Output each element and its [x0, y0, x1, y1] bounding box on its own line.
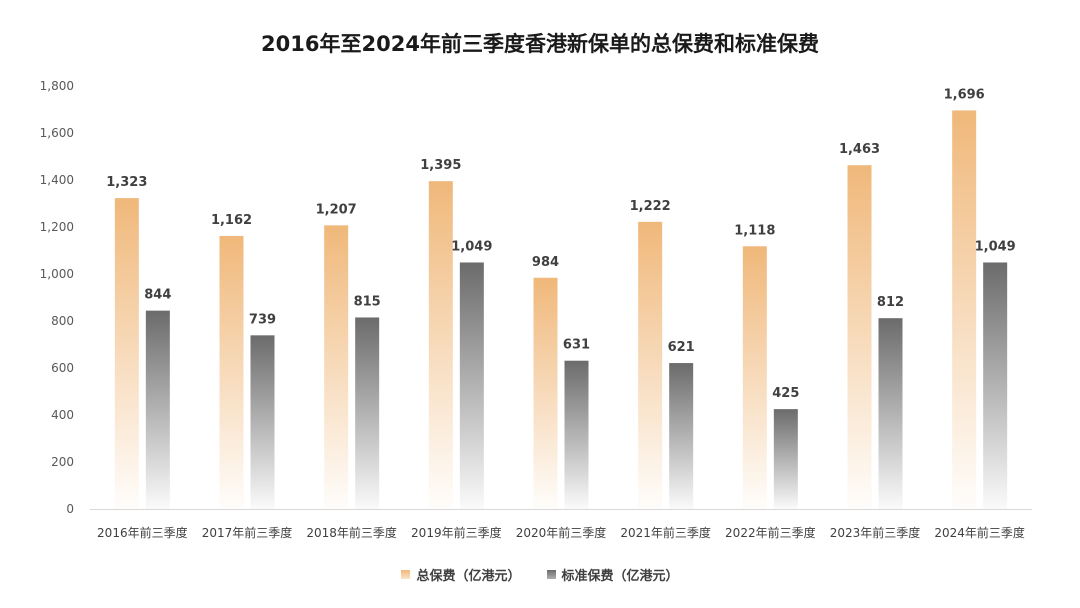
y-tick-label: 600 — [51, 361, 74, 375]
bar-total-premium[interactable] — [219, 235, 244, 509]
legend-swatch-standard-premium — [546, 570, 556, 579]
bar-total-premium[interactable] — [533, 277, 558, 509]
data-label-standard-premium: 425 — [772, 386, 799, 401]
legend-item-total-premium[interactable]: 总保费（亿港元） — [401, 565, 521, 584]
y-tick-label: 800 — [51, 314, 74, 328]
data-label-standard-premium: 1,049 — [451, 239, 492, 254]
data-label-standard-premium: 815 — [354, 294, 381, 309]
bar-total-premium[interactable] — [638, 221, 663, 509]
x-tick-label: 2024年前三季度 — [934, 525, 1025, 540]
data-label-total-premium: 1,395 — [420, 158, 461, 173]
data-label-total-premium: 1,162 — [211, 213, 252, 228]
x-tick-label: 2018年前三季度 — [306, 525, 397, 540]
x-tick-label: 2016年前三季度 — [97, 525, 188, 540]
bar-standard-premium[interactable] — [250, 335, 275, 509]
chart-title: 2016年至2024年前三季度香港新保单的总保费和标准保费 — [261, 32, 819, 56]
data-label-total-premium: 1,323 — [106, 175, 147, 190]
bar-total-premium[interactable] — [324, 225, 349, 510]
y-tick-label: 400 — [51, 408, 74, 422]
bar-standard-premium[interactable] — [459, 262, 484, 509]
data-label-standard-premium: 621 — [668, 340, 695, 355]
bar-standard-premium[interactable] — [355, 317, 380, 509]
data-label-total-premium: 1,463 — [839, 142, 880, 157]
bar-standard-premium[interactable] — [983, 262, 1008, 509]
data-label-standard-premium: 812 — [877, 295, 904, 310]
data-label-standard-premium: 1,049 — [975, 239, 1016, 254]
y-tick-label: 1,200 — [40, 220, 74, 234]
bar-standard-premium[interactable] — [669, 363, 694, 509]
bar-standard-premium[interactable] — [878, 318, 903, 509]
y-axis: 0 200 400 600 800 1,000 1,200 1,400 1,600 1,800 — [40, 79, 74, 516]
bar-standard-premium[interactable] — [773, 409, 798, 509]
y-tick-label: 1,600 — [40, 126, 74, 140]
y-tick-label: 1,000 — [40, 267, 74, 281]
data-label-standard-premium: 844 — [144, 288, 171, 303]
bar-total-premium[interactable] — [847, 165, 872, 509]
x-tick-label: 2019年前三季度 — [411, 525, 502, 540]
x-axis: 2016年前三季度 2017年前三季度 2018年前三季度 2019年前三季度 2020… — [90, 509, 1032, 540]
y-tick-label: 1,800 — [40, 79, 74, 93]
data-label-total-premium: 1,222 — [630, 199, 671, 214]
bar-total-premium[interactable] — [952, 110, 977, 509]
data-label-total-premium: 1,207 — [316, 202, 357, 217]
bar-standard-premium[interactable] — [145, 310, 170, 509]
bar-total-premium[interactable] — [428, 181, 453, 510]
y-tick-label: 1,400 — [40, 173, 74, 187]
legend-item-standard-premium[interactable]: 标准保费（亿港元） — [546, 565, 679, 584]
bar-total-premium[interactable] — [742, 246, 767, 509]
legend: 总保费（亿港元） 标准保费（亿港元） — [0, 565, 1080, 584]
data-label-standard-premium: 739 — [249, 312, 276, 327]
y-tick-label: 0 — [66, 502, 74, 516]
data-label-total-premium: 984 — [532, 255, 559, 270]
data-label-total-premium: 1,696 — [944, 87, 985, 102]
bars: 1,323 1,162 1,207 1,395 984 1,222 1,118 1,463 1,… — [106, 87, 1016, 510]
bar-standard-premium[interactable] — [564, 360, 589, 509]
x-tick-label: 2021年前三季度 — [620, 525, 711, 540]
bar-total-premium[interactable] — [114, 198, 139, 509]
legend-label-standard-premium: 标准保费（亿港元） — [561, 569, 679, 584]
y-tick-label: 200 — [51, 455, 74, 469]
legend-label-total-premium: 总保费（亿港元） — [416, 569, 521, 584]
legend-swatch-total-premium — [401, 570, 411, 579]
data-label-standard-premium: 631 — [563, 338, 590, 353]
x-tick-label: 2022年前三季度 — [725, 525, 816, 540]
data-label-total-premium: 1,118 — [734, 223, 775, 238]
x-tick-label: 2023年前三季度 — [830, 525, 921, 540]
x-tick-label: 2020年前三季度 — [516, 525, 607, 540]
x-tick-label: 2017年前三季度 — [202, 525, 293, 540]
